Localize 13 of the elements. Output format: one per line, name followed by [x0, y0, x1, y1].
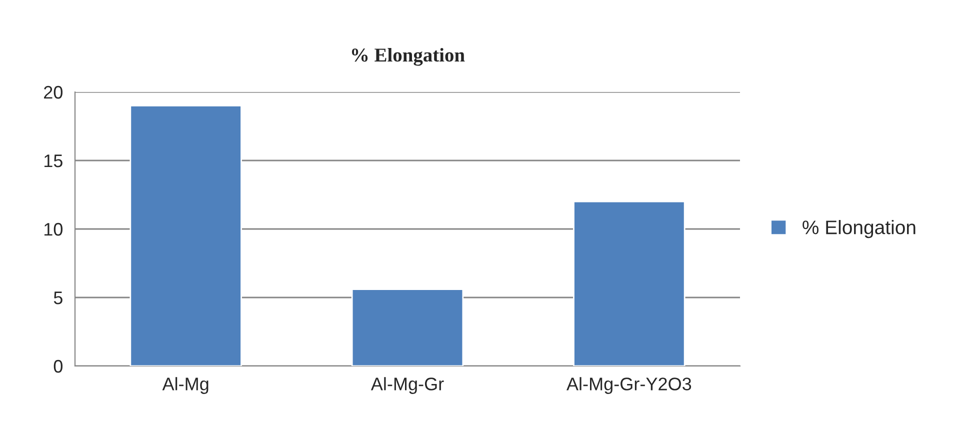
bar [573, 200, 686, 366]
x-tick-label: Al-Mg [162, 377, 208, 394]
bar [130, 105, 242, 366]
y-tick-label: 0 [54, 360, 62, 373]
y-tick-label: 20 [44, 86, 62, 99]
x-tick-label: Al-Mg-Gr [370, 377, 444, 394]
chart-title: % Elongation [352, 48, 465, 66]
x-tick-label: Al-Mg-Gr-Y2O3 [566, 377, 692, 394]
y-tick-label: 15 [44, 154, 62, 168]
bar [351, 288, 464, 366]
y-tick-label: 10 [44, 222, 62, 236]
legend-label: % Elongation [802, 220, 916, 238]
y-tick-label: 5 [54, 292, 62, 304]
